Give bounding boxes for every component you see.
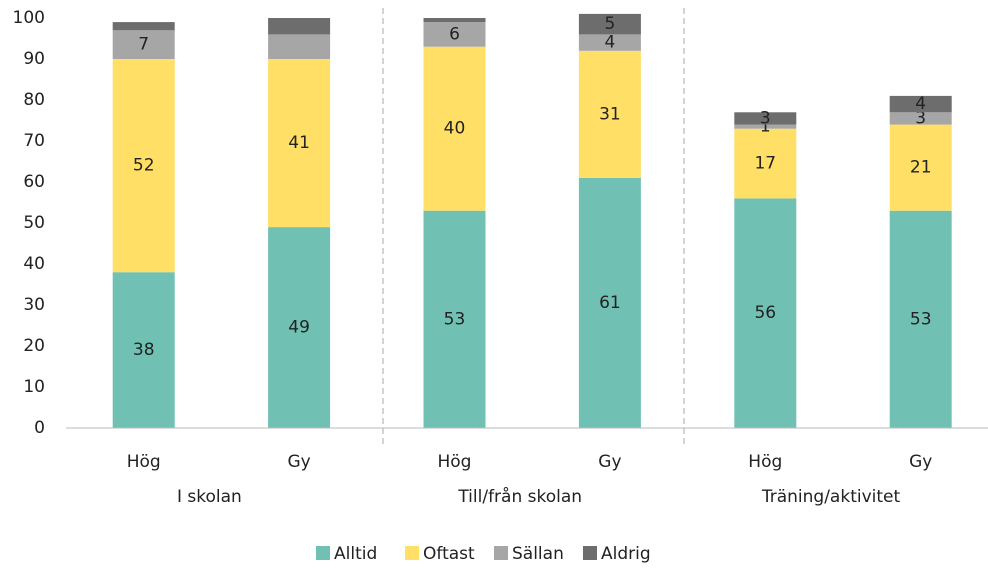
y-tick-label: 80 — [23, 90, 45, 110]
bar-segment — [112, 59, 175, 273]
group-label: Träning/aktivitet — [761, 487, 901, 507]
data-label: 31 — [599, 104, 621, 124]
bar-segment — [112, 30, 175, 59]
data-label: 3 — [915, 108, 926, 128]
legend-label: Oftast — [423, 544, 475, 564]
y-tick-label: 60 — [23, 172, 45, 192]
y-tick-label: 30 — [23, 295, 45, 315]
data-label: 61 — [599, 293, 621, 313]
y-tick-label: 70 — [23, 131, 45, 151]
bar-segment — [889, 124, 952, 211]
legend-swatch — [583, 546, 597, 560]
data-label: 6 — [449, 24, 460, 44]
bar-segment — [423, 46, 486, 211]
data-label: 21 — [910, 158, 932, 178]
bar-segment — [578, 50, 641, 178]
data-label: 4 — [915, 94, 926, 114]
y-tick-label: 10 — [23, 377, 45, 397]
legend-swatch — [405, 546, 419, 560]
bar-segment — [734, 124, 797, 129]
bar-segment — [889, 95, 952, 113]
data-label: 4 — [604, 33, 615, 53]
data-label: 53 — [444, 309, 466, 329]
data-label: 5 — [604, 14, 615, 34]
bar-segment — [578, 177, 641, 428]
bar-segment — [734, 198, 797, 428]
legend-label: Aldrig — [601, 544, 651, 564]
bar-segment — [734, 112, 797, 125]
bar-segment — [268, 227, 331, 428]
data-label: 53 — [910, 309, 932, 329]
x-tick-label: Gy — [287, 452, 310, 472]
x-tick-label: Hög — [438, 452, 472, 472]
y-tick-label: 50 — [23, 213, 45, 233]
data-label: 38 — [133, 340, 155, 360]
y-tick-label: 20 — [23, 336, 45, 356]
y-tick-label: 40 — [23, 254, 45, 274]
x-tick-label: Gy — [909, 452, 932, 472]
data-label: 41 — [288, 133, 310, 153]
y-tick-label: 0 — [34, 418, 45, 438]
legend-label: Sällan — [512, 544, 564, 564]
legend-label: Alltid — [334, 544, 377, 564]
bar-segment — [889, 112, 952, 125]
x-tick-label: Gy — [598, 452, 621, 472]
bar-segment — [423, 18, 486, 23]
bar-segment — [734, 128, 797, 199]
group-label: Till/från skolan — [457, 486, 582, 507]
y-tick-label: 100 — [13, 8, 45, 28]
group-label: I skolan — [177, 487, 242, 507]
legend-swatch — [316, 546, 330, 560]
bar-segment — [112, 272, 175, 428]
data-label: 40 — [444, 119, 466, 139]
data-label: 3 — [760, 108, 771, 128]
bar-segment — [268, 59, 331, 228]
bar-segment — [112, 22, 175, 31]
y-tick-label: 90 — [23, 49, 45, 69]
bar-segment — [578, 13, 641, 35]
legend-swatch — [494, 546, 508, 560]
bar-segment — [889, 210, 952, 428]
bar-segment — [578, 34, 641, 51]
data-label: 49 — [288, 318, 310, 338]
bar-segment — [423, 210, 486, 428]
bar-segment — [268, 34, 331, 59]
data-label: 1 — [760, 117, 771, 137]
data-label: 56 — [754, 303, 776, 323]
x-tick-label: Hög — [127, 452, 161, 472]
data-label: 52 — [133, 156, 155, 176]
bar-segment — [268, 18, 331, 35]
bar-segment — [423, 22, 486, 47]
data-label: 17 — [754, 154, 776, 174]
x-tick-label: Hög — [748, 452, 782, 472]
data-label: 7 — [138, 35, 149, 55]
